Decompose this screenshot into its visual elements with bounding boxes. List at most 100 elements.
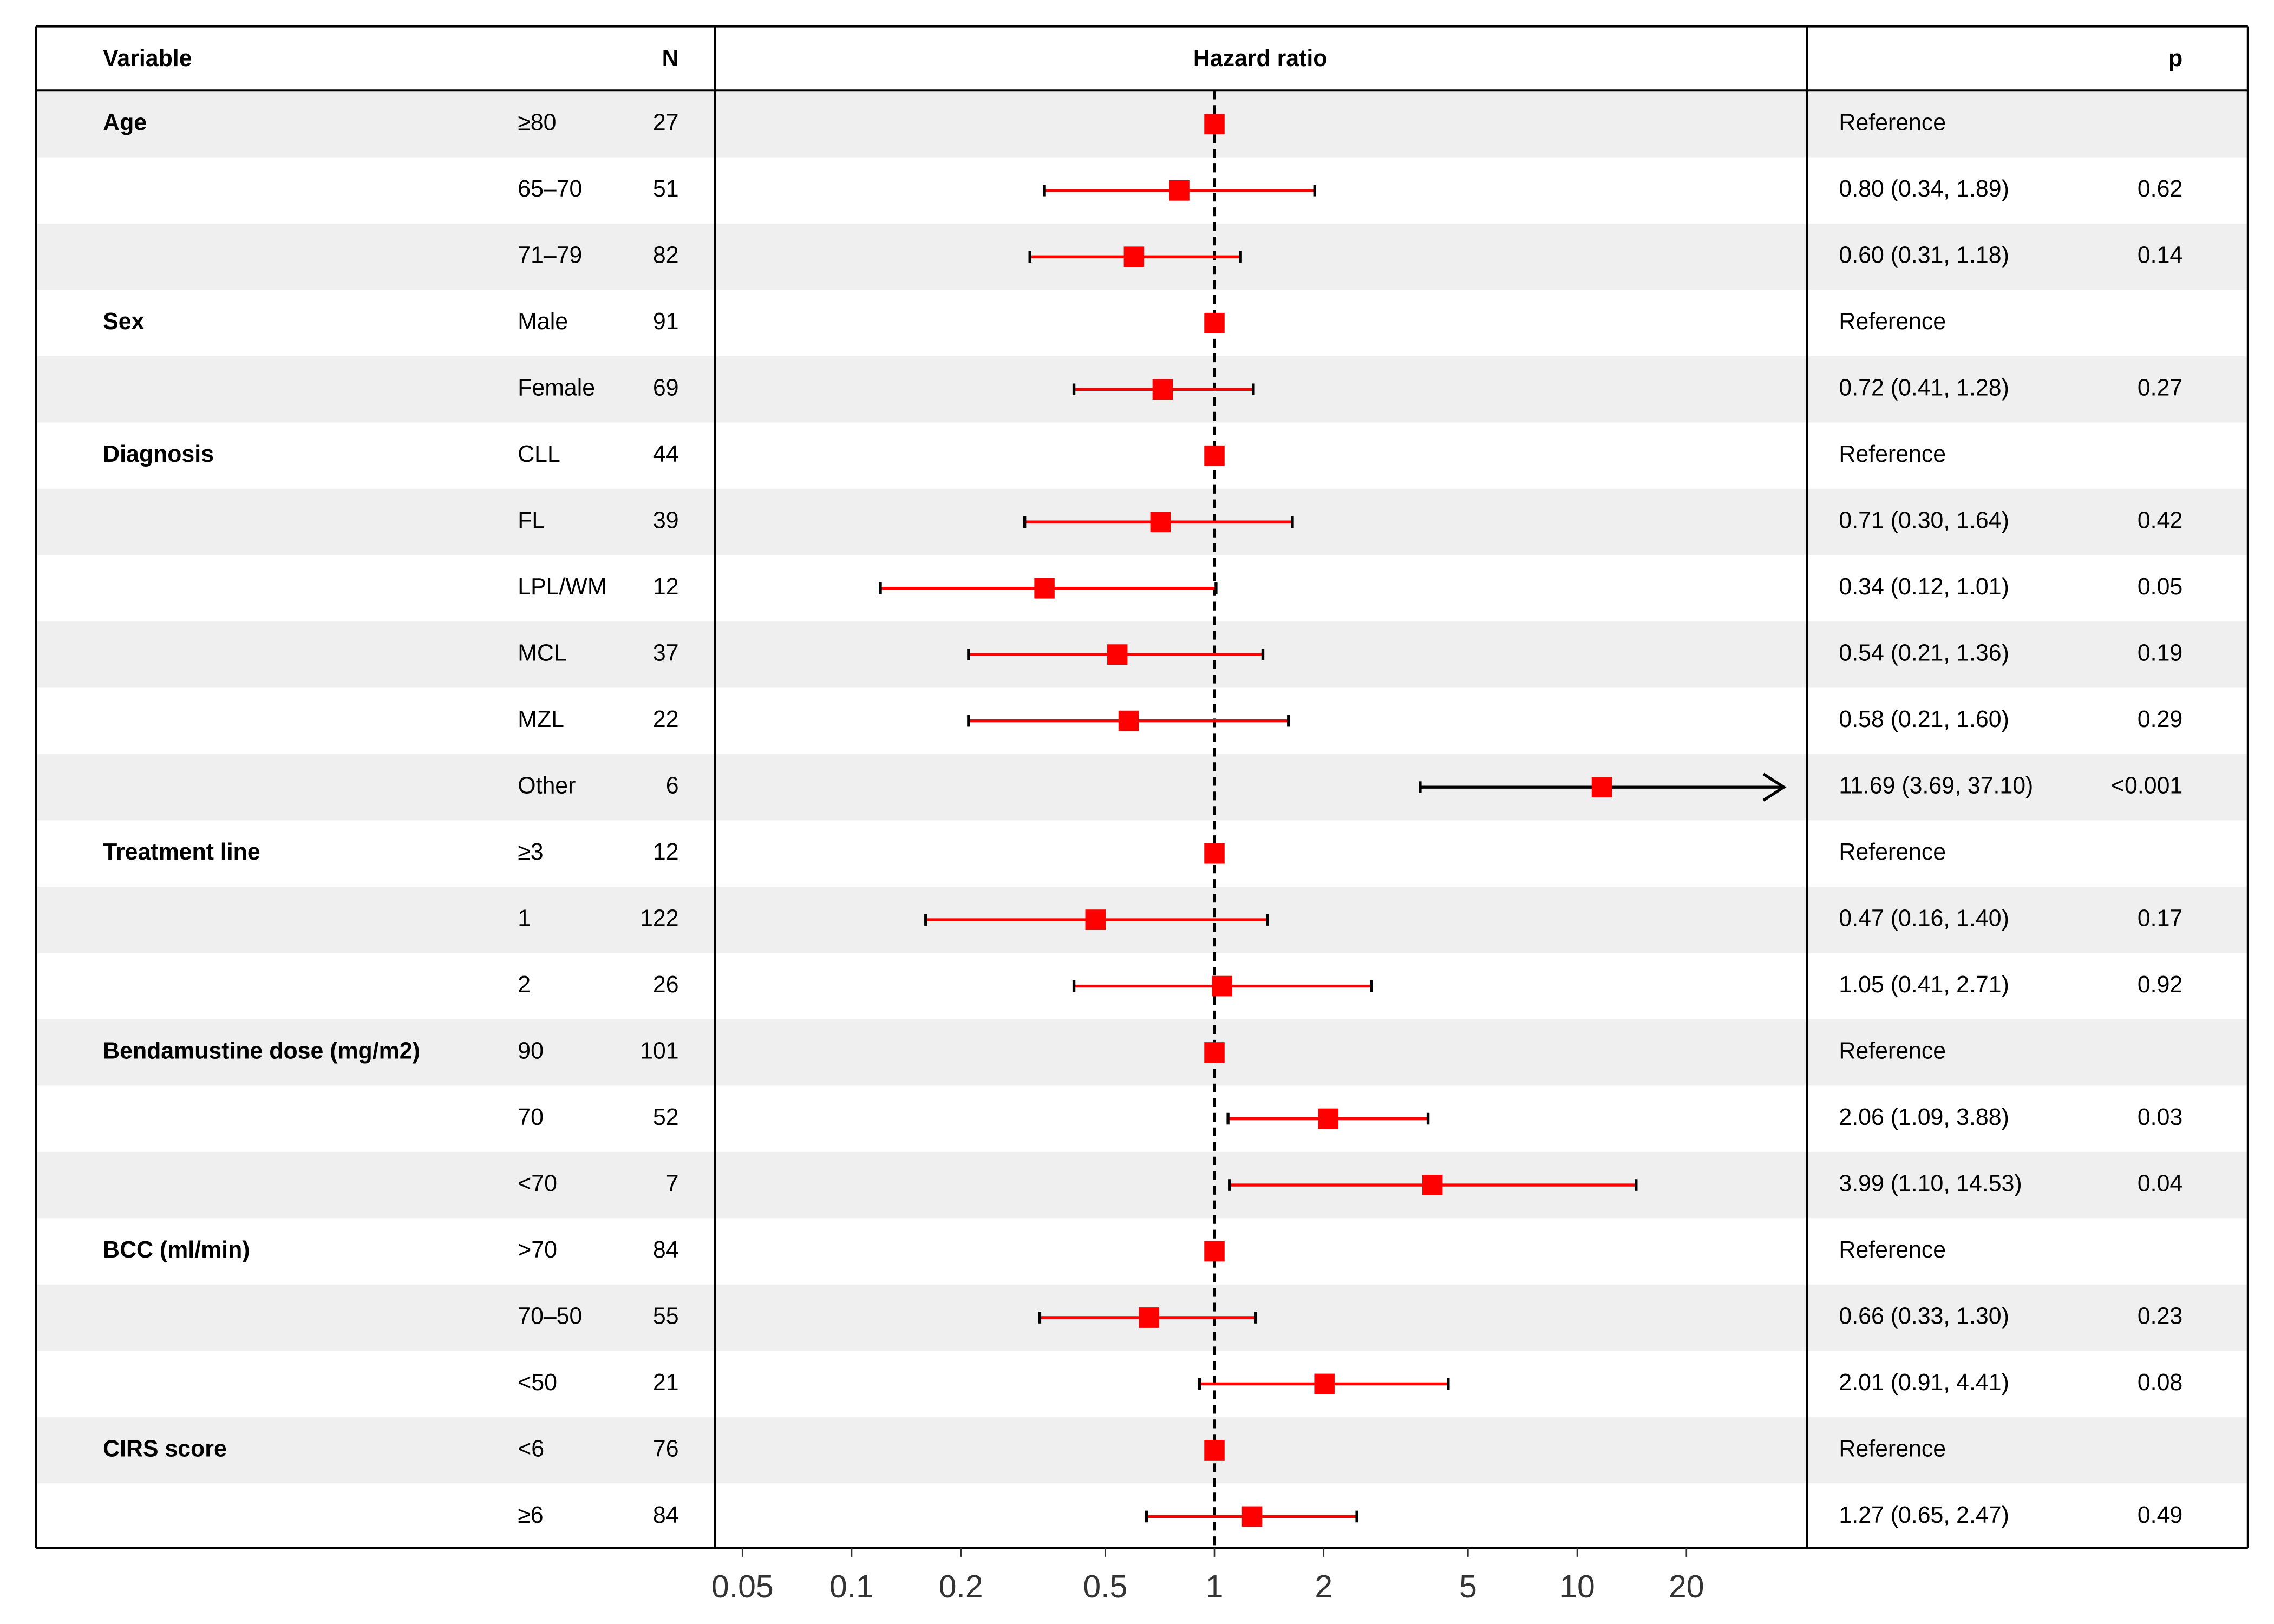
estimate-marker <box>1241 1506 1263 1527</box>
p-label: 0.92 <box>2138 972 2182 998</box>
estimate-marker <box>1204 1440 1225 1461</box>
estimate-marker <box>1204 843 1225 864</box>
level-label: ≥80 <box>518 110 556 136</box>
estimate-label: Reference <box>1839 1038 1946 1064</box>
p-label: 0.03 <box>2138 1104 2182 1130</box>
estimate-label: 0.54 (0.21, 1.36) <box>1839 640 2009 666</box>
header-plot: Hazard ratio <box>1193 45 1328 71</box>
variable-label: Treatment line <box>103 839 260 865</box>
row-stripe <box>36 1151 2248 1219</box>
level-label: 90 <box>518 1038 544 1064</box>
estimate-marker <box>1204 312 1225 333</box>
n-label: 122 <box>640 905 678 931</box>
n-label: 22 <box>653 706 679 732</box>
level-label: FL <box>518 507 545 533</box>
level-label: ≥3 <box>518 839 543 865</box>
n-label: 12 <box>653 839 679 865</box>
p-label: <0.001 <box>2111 772 2182 798</box>
estimate-marker <box>1314 1373 1335 1394</box>
level-label: 1 <box>518 905 531 931</box>
estimate-marker <box>1034 578 1055 599</box>
estimate-label: 1.05 (0.41, 2.71) <box>1839 972 2009 998</box>
level-label: 2 <box>518 972 531 998</box>
variable-label: CIRS score <box>103 1436 227 1462</box>
level-label: 70 <box>518 1104 544 1130</box>
n-label: 7 <box>666 1170 679 1196</box>
estimate-label: 0.71 (0.30, 1.64) <box>1839 507 2009 533</box>
estimate-label: Reference <box>1839 441 1946 467</box>
estimate-marker <box>1212 975 1232 997</box>
estimate-label: 0.47 (0.16, 1.40) <box>1839 905 2009 931</box>
n-label: 82 <box>653 243 679 269</box>
estimate-marker <box>1107 644 1128 665</box>
variable-label: Diagnosis <box>103 441 214 467</box>
p-label: 0.62 <box>2138 176 2182 202</box>
estimate-label: Reference <box>1839 309 1946 335</box>
estimate-marker <box>1204 114 1225 135</box>
p-label: 0.04 <box>2138 1170 2182 1196</box>
estimate-label: 1.27 (0.65, 2.47) <box>1839 1502 2009 1528</box>
estimate-marker <box>1204 1241 1225 1262</box>
p-label: 0.42 <box>2138 507 2182 533</box>
estimate-label: Reference <box>1839 1436 1946 1462</box>
row-stripe <box>36 1019 2248 1086</box>
x-tick-label: 0.1 <box>829 1568 874 1605</box>
x-tick-label: 0.2 <box>939 1568 983 1605</box>
estimate-label: 11.69 (3.69, 37.10) <box>1839 772 2033 798</box>
variable-label: BCC (ml/min) <box>103 1237 250 1263</box>
x-tick-label: 0.05 <box>711 1568 774 1605</box>
n-label: 44 <box>653 441 679 467</box>
level-label: Other <box>518 772 576 798</box>
level-label: MZL <box>518 706 564 732</box>
variable-label: Sex <box>103 309 144 335</box>
row-stripe <box>36 754 2248 821</box>
estimate-marker <box>1152 379 1173 400</box>
estimate-marker <box>1204 445 1225 466</box>
level-label: <50 <box>518 1370 557 1396</box>
level-label: ≥6 <box>518 1502 543 1528</box>
level-label: Female <box>518 375 595 401</box>
p-label: 0.17 <box>2138 905 2182 931</box>
estimate-label: Reference <box>1839 110 1946 136</box>
n-label: 6 <box>666 772 679 798</box>
n-label: 27 <box>653 110 679 136</box>
x-tick-label: 2 <box>1315 1568 1332 1605</box>
row-stripe <box>36 1417 2248 1484</box>
estimate-marker <box>1591 777 1612 798</box>
p-label: 0.29 <box>2138 706 2182 732</box>
n-label: 101 <box>640 1038 678 1064</box>
x-tick-label: 0.5 <box>1083 1568 1127 1605</box>
variable-label: Bendamustine dose (mg/m2) <box>103 1038 420 1064</box>
estimate-label: 2.01 (0.91, 4.41) <box>1839 1370 2009 1396</box>
estimate-marker <box>1118 710 1139 731</box>
header-variable: Variable <box>103 45 192 71</box>
level-label: >70 <box>518 1237 557 1263</box>
estimate-label: 0.34 (0.12, 1.01) <box>1839 574 2009 600</box>
n-label: 91 <box>653 309 679 335</box>
n-label: 51 <box>653 176 679 202</box>
variable-label: Age <box>103 110 147 136</box>
p-label: 0.19 <box>2138 640 2182 666</box>
estimate-label: 0.58 (0.21, 1.60) <box>1839 706 2009 732</box>
n-label: 84 <box>653 1502 679 1528</box>
estimate-marker <box>1318 1108 1339 1129</box>
estimate-label: 3.99 (1.10, 14.53) <box>1839 1170 2022 1196</box>
estimate-marker <box>1204 1042 1225 1063</box>
n-label: 26 <box>653 972 679 998</box>
estimate-marker <box>1150 512 1171 533</box>
p-label: 0.08 <box>2138 1370 2182 1396</box>
n-label: 55 <box>653 1303 679 1329</box>
n-label: 37 <box>653 640 679 666</box>
level-label: <6 <box>518 1436 544 1462</box>
level-label: 71–79 <box>518 243 582 269</box>
level-label: 70–50 <box>518 1303 582 1329</box>
x-tick-label: 1 <box>1206 1568 1224 1605</box>
level-label: Male <box>518 309 568 335</box>
frame <box>35 25 2249 1549</box>
estimate-marker <box>1123 246 1145 267</box>
row-stripe <box>36 91 2248 158</box>
n-label: 84 <box>653 1237 679 1263</box>
estimate-label: 0.60 (0.31, 1.18) <box>1839 243 2009 269</box>
estimate-label: 0.66 (0.33, 1.30) <box>1839 1303 2009 1329</box>
estimate-marker <box>1169 180 1190 201</box>
